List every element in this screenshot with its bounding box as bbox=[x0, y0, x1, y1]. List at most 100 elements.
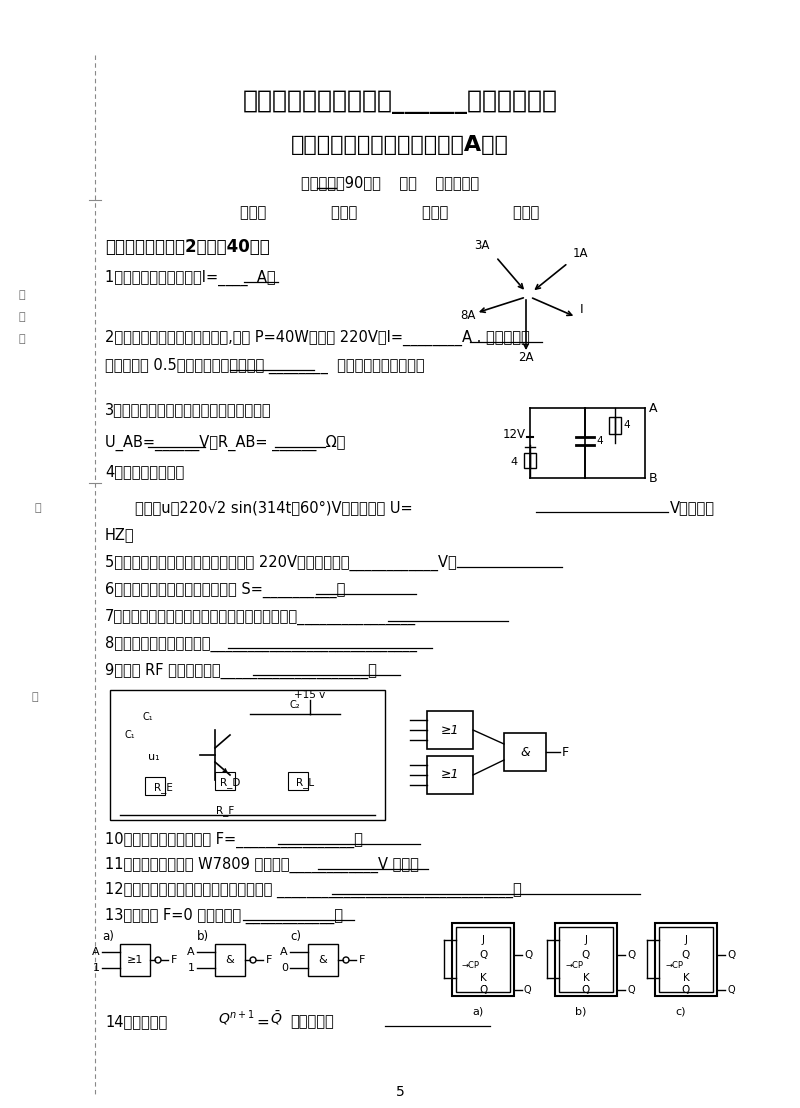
Text: R_D: R_D bbox=[220, 777, 240, 788]
Text: A: A bbox=[92, 947, 100, 957]
Text: &: & bbox=[318, 955, 327, 965]
Bar bbox=[427, 711, 473, 749]
Text: 6、三相交流异步电动机的转差率 S=__________。: 6、三相交流异步电动机的转差率 S=__________。 bbox=[105, 582, 346, 598]
Text: 华中师范大学成人专科______学年第二学期: 华中师范大学成人专科______学年第二学期 bbox=[242, 90, 558, 114]
Text: Q̄: Q̄ bbox=[627, 985, 634, 995]
Text: ≥1: ≥1 bbox=[441, 769, 459, 781]
Text: 8A: 8A bbox=[460, 309, 476, 322]
Text: ≥1: ≥1 bbox=[441, 724, 459, 737]
Text: Q: Q bbox=[727, 950, 735, 960]
Text: Q: Q bbox=[682, 950, 690, 960]
Text: u₁: u₁ bbox=[148, 752, 160, 762]
Bar bbox=[427, 756, 473, 794]
Text: 4: 4 bbox=[596, 437, 602, 447]
Text: 0: 0 bbox=[281, 963, 288, 973]
Bar bbox=[555, 923, 617, 996]
Bar bbox=[456, 927, 510, 992]
Text: 12V: 12V bbox=[503, 428, 526, 441]
Text: 4、单相交流电路：: 4、单相交流电路： bbox=[105, 464, 184, 480]
Text: R_F: R_F bbox=[216, 806, 234, 815]
Text: J: J bbox=[685, 935, 687, 945]
Text: a): a) bbox=[472, 1007, 484, 1017]
Text: b): b) bbox=[197, 930, 209, 943]
Bar bbox=[120, 944, 150, 976]
Text: 10、组合电路如图，输出 F=________________。: 10、组合电路如图，输出 F=________________。 bbox=[105, 832, 363, 848]
Text: 7、三相交流异步电动机定子旋转磁场的转速是：________________: 7、三相交流异步电动机定子旋转磁场的转速是：________________ bbox=[105, 609, 416, 625]
Text: U_AB=______V；R_AB= ______  Ω；: U_AB=______V；R_AB= ______ Ω； bbox=[105, 435, 346, 451]
Text: HZ。: HZ。 bbox=[105, 527, 134, 543]
Text: 1: 1 bbox=[188, 963, 195, 973]
Text: 装: 装 bbox=[18, 290, 26, 300]
Bar bbox=[659, 927, 713, 992]
Text: ≥1: ≥1 bbox=[127, 955, 143, 965]
Text: $\bar{Q}$: $\bar{Q}$ bbox=[270, 1009, 282, 1027]
Bar bbox=[504, 733, 546, 771]
Text: 《电工电子技术基础》试卷（A卷）: 《电工电子技术基础》试卷（A卷） bbox=[291, 135, 509, 155]
Text: 13、能实现 F=0 的逻辑门是 ____________。: 13、能实现 F=0 的逻辑门是 ____________。 bbox=[105, 907, 343, 924]
Text: F: F bbox=[359, 955, 366, 965]
Text: Q̄: Q̄ bbox=[682, 985, 690, 995]
Text: 2A: 2A bbox=[518, 351, 534, 365]
Text: C₁: C₁ bbox=[142, 712, 154, 722]
Text: B: B bbox=[649, 472, 658, 484]
Text: Q: Q bbox=[524, 950, 532, 960]
Text: 1、基尔霍夫电流定律：I=____  A。: 1、基尔霍夫电流定律：I=____ A。 bbox=[105, 270, 276, 286]
Text: 班级：              学号：              姓名：              成绩：: 班级： 学号： 姓名： 成绩： bbox=[240, 205, 540, 220]
Text: 14、可以实现: 14、可以实现 bbox=[105, 1015, 167, 1029]
Text: K: K bbox=[582, 973, 590, 983]
Text: +15 v: +15 v bbox=[294, 690, 326, 700]
Text: 考试时间：90分钟    闭卷    任课老师：: 考试时间：90分钟 闭卷 任课老师： bbox=[301, 175, 479, 191]
Text: K: K bbox=[480, 973, 486, 983]
Text: 线: 线 bbox=[32, 692, 38, 702]
Text: 11、三端集成稳压器 W7809 能够输出____________V 电压。: 11、三端集成稳压器 W7809 能够输出____________V 电压。 bbox=[105, 856, 419, 873]
Text: R_E: R_E bbox=[154, 782, 173, 793]
Text: a): a) bbox=[102, 930, 114, 943]
Text: 4: 4 bbox=[511, 456, 518, 466]
Text: 2、欧姆定律：买了一个日光灯,功率 P=40W，电压 220V，I=________A . 因为它的功: 2、欧姆定律：买了一个日光灯,功率 P=40W，电压 220V，I=______… bbox=[105, 330, 530, 346]
Text: 线: 线 bbox=[18, 334, 26, 343]
Text: →CP: →CP bbox=[665, 961, 683, 970]
Text: &: & bbox=[226, 955, 234, 965]
Text: 9、判断 RF 的反馈类型：____________________。: 9、判断 RF 的反馈类型：____________________。 bbox=[105, 663, 377, 679]
Text: 订: 订 bbox=[18, 312, 26, 322]
Text: Q̄: Q̄ bbox=[479, 985, 487, 995]
Bar bbox=[559, 927, 613, 992]
Text: 1: 1 bbox=[93, 963, 100, 973]
Text: F: F bbox=[562, 746, 569, 759]
Text: →CP: →CP bbox=[462, 961, 480, 970]
Text: A: A bbox=[280, 947, 288, 957]
Text: R_L: R_L bbox=[296, 777, 314, 788]
Text: 的电路是：: 的电路是： bbox=[290, 1015, 334, 1029]
Text: K: K bbox=[682, 973, 690, 983]
Bar bbox=[215, 944, 245, 976]
Text: 1A: 1A bbox=[572, 247, 588, 260]
Text: 3、电路如图，其戴维南等效电路的参数：: 3、电路如图，其戴维南等效电路的参数： bbox=[105, 402, 272, 418]
Text: C₁: C₁ bbox=[125, 730, 135, 740]
Text: C₂: C₂ bbox=[290, 700, 300, 710]
Text: Q: Q bbox=[582, 950, 590, 960]
Text: 订: 订 bbox=[34, 503, 42, 513]
Text: b): b) bbox=[575, 1007, 586, 1017]
Text: 12、三相四线制电路中，则中线的作用为 ________________________________。: 12、三相四线制电路中，则中线的作用为 ____________________… bbox=[105, 882, 522, 899]
Text: 一、填空：（每空2分，共40分）: 一、填空：（每空2分，共40分） bbox=[105, 238, 270, 256]
Bar bbox=[524, 453, 536, 469]
Text: c): c) bbox=[676, 1007, 686, 1017]
Text: Q̄: Q̄ bbox=[727, 985, 734, 995]
Text: J: J bbox=[482, 935, 485, 945]
Text: J: J bbox=[585, 935, 587, 945]
Text: Q̄: Q̄ bbox=[582, 985, 590, 995]
Bar bbox=[145, 777, 165, 796]
Text: 4: 4 bbox=[623, 420, 630, 430]
Text: $Q^{n+1}$: $Q^{n+1}$ bbox=[218, 1008, 255, 1028]
Bar bbox=[288, 772, 308, 790]
Text: F: F bbox=[171, 955, 178, 965]
Bar bbox=[655, 923, 717, 996]
Text: 3A: 3A bbox=[474, 239, 490, 252]
Text: Q: Q bbox=[627, 950, 635, 960]
Text: =: = bbox=[256, 1015, 269, 1029]
Bar bbox=[110, 690, 385, 820]
Text: 8、三极管的放大条件是：____________________________: 8、三极管的放大条件是：____________________________ bbox=[105, 636, 417, 653]
Text: 率因数只有 0.5，应该在它的两端并联 ________  可以其提高功率因数。: 率因数只有 0.5，应该在它的两端并联 ________ 可以其提高功率因数。 bbox=[105, 358, 425, 375]
Text: V；频率是: V；频率是 bbox=[670, 501, 715, 515]
Bar bbox=[308, 944, 338, 976]
